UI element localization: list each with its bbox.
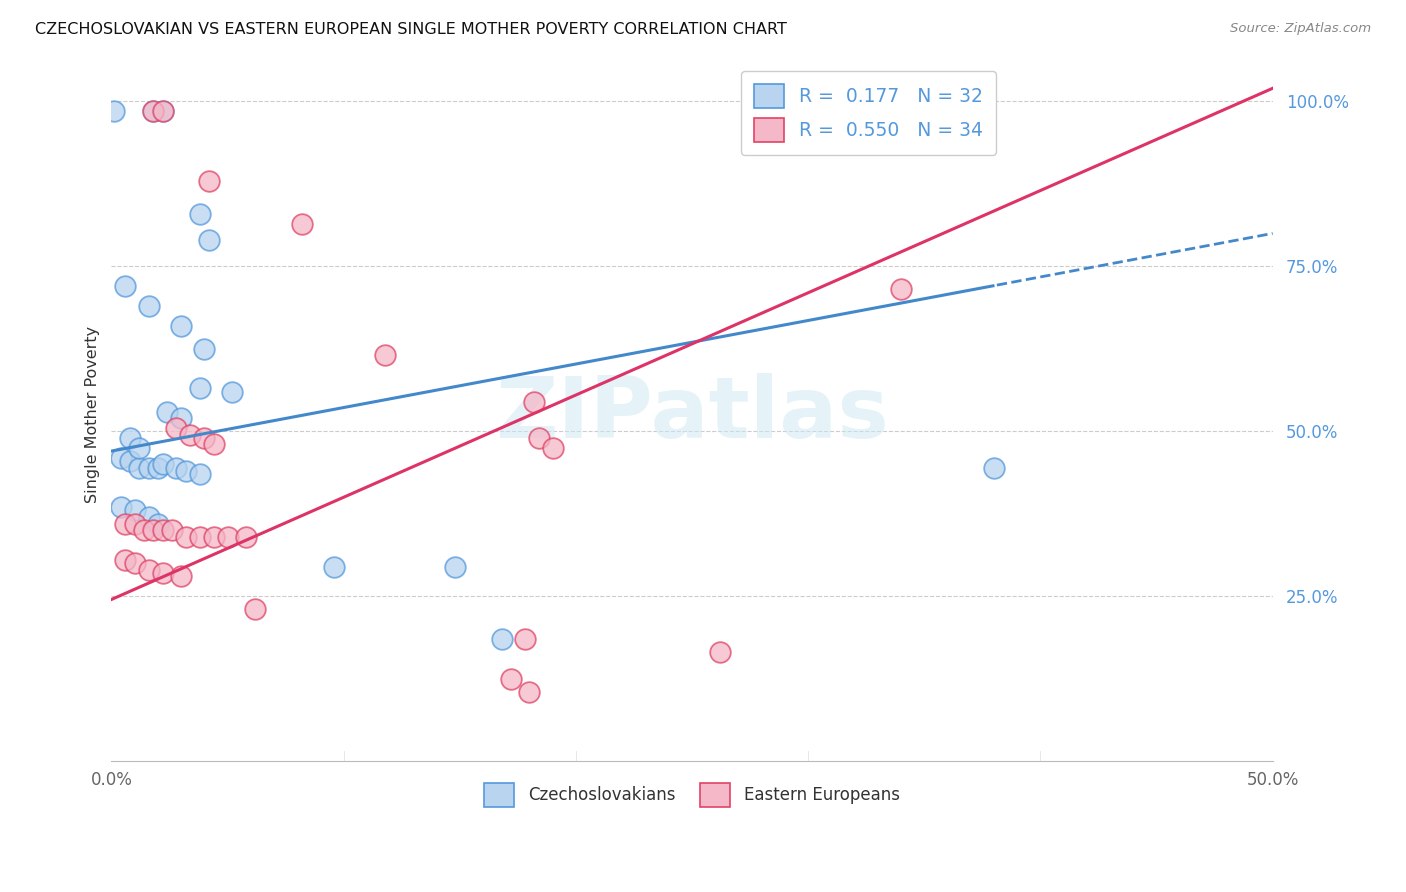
- Point: [444, 559, 467, 574]
- Point: [983, 460, 1005, 475]
- Point: [519, 685, 541, 699]
- Point: [523, 394, 546, 409]
- Point: [890, 283, 912, 297]
- Point: [198, 233, 221, 247]
- Point: [221, 384, 243, 399]
- Point: [118, 454, 141, 468]
- Point: [291, 217, 314, 231]
- Point: [541, 441, 564, 455]
- Point: [188, 467, 211, 482]
- Point: [170, 569, 193, 583]
- Point: [138, 299, 160, 313]
- Point: [114, 279, 136, 293]
- Point: [110, 500, 132, 515]
- Point: [174, 464, 197, 478]
- Point: [323, 559, 346, 574]
- Point: [174, 530, 197, 544]
- Point: [170, 411, 193, 425]
- Point: [118, 431, 141, 445]
- Point: [193, 431, 215, 445]
- Point: [152, 566, 174, 580]
- Point: [527, 431, 550, 445]
- Point: [152, 523, 174, 537]
- Point: [170, 318, 193, 333]
- Text: Source: ZipAtlas.com: Source: ZipAtlas.com: [1230, 22, 1371, 36]
- Y-axis label: Single Mother Poverty: Single Mother Poverty: [86, 326, 100, 503]
- Point: [142, 104, 165, 119]
- Point: [202, 530, 225, 544]
- Point: [142, 523, 165, 537]
- Point: [152, 104, 174, 119]
- Point: [124, 503, 146, 517]
- Point: [128, 460, 150, 475]
- Point: [491, 632, 513, 646]
- Legend: Czechoslovakians, Eastern Europeans: Czechoslovakians, Eastern Europeans: [477, 775, 908, 815]
- Point: [138, 510, 160, 524]
- Point: [128, 441, 150, 455]
- Point: [499, 672, 522, 686]
- Point: [709, 645, 731, 659]
- Point: [114, 553, 136, 567]
- Point: [235, 530, 257, 544]
- Point: [124, 556, 146, 570]
- Point: [374, 348, 396, 362]
- Point: [193, 342, 215, 356]
- Point: [198, 174, 221, 188]
- Point: [110, 450, 132, 465]
- Point: [138, 460, 160, 475]
- Point: [217, 530, 239, 544]
- Point: [146, 460, 169, 475]
- Text: ZIPatlas: ZIPatlas: [495, 373, 889, 457]
- Point: [160, 523, 183, 537]
- Point: [114, 516, 136, 531]
- Point: [188, 381, 211, 395]
- Point: [132, 523, 155, 537]
- Point: [179, 427, 201, 442]
- Point: [124, 516, 146, 531]
- Text: CZECHOSLOVAKIAN VS EASTERN EUROPEAN SINGLE MOTHER POVERTY CORRELATION CHART: CZECHOSLOVAKIAN VS EASTERN EUROPEAN SING…: [35, 22, 787, 37]
- Point: [245, 602, 267, 616]
- Point: [142, 104, 165, 119]
- Point: [156, 404, 179, 418]
- Point: [138, 563, 160, 577]
- Point: [165, 421, 187, 435]
- Point: [103, 104, 125, 119]
- Point: [146, 516, 169, 531]
- Point: [188, 530, 211, 544]
- Point: [165, 460, 187, 475]
- Point: [513, 632, 536, 646]
- Point: [152, 457, 174, 471]
- Point: [202, 437, 225, 451]
- Point: [188, 206, 211, 220]
- Point: [152, 104, 174, 119]
